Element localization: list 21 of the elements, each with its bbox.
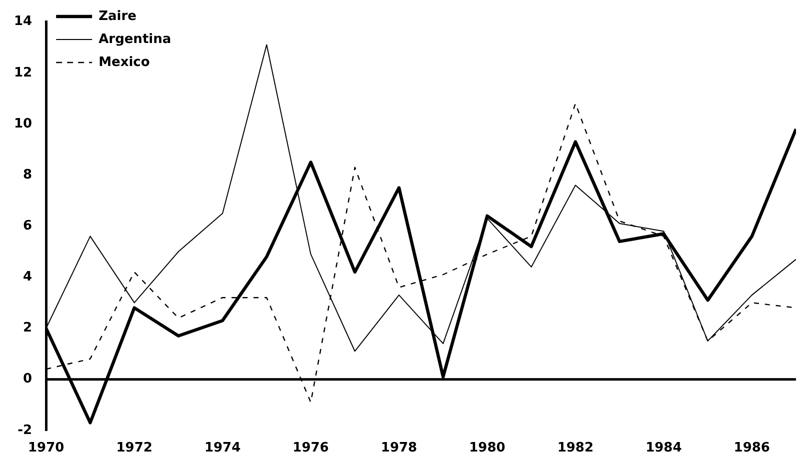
x-tick-label: 1986 xyxy=(734,440,770,456)
x-tick-label: 1972 xyxy=(116,440,152,456)
y-tick-label: 14 xyxy=(14,14,32,30)
x-tick-label: 1970 xyxy=(28,440,64,456)
x-tick-label: 1976 xyxy=(292,440,329,456)
y-tick-label: 4 xyxy=(23,270,32,285)
legend-label: Zaire xyxy=(98,8,137,24)
legend-label: Mexico xyxy=(98,54,150,70)
y-tick-label: -2 xyxy=(18,422,32,438)
y-tick-label: 6 xyxy=(23,218,32,234)
y-tick-label: 12 xyxy=(14,65,32,80)
legend-label: Argentina xyxy=(98,32,172,47)
y-tick-label: 8 xyxy=(23,167,32,182)
x-tick-label: 1980 xyxy=(469,440,506,456)
y-tick-label: 10 xyxy=(14,116,32,132)
y-tick-label: 0 xyxy=(23,372,32,387)
x-tick-label: 1984 xyxy=(646,440,682,456)
x-tick-label: 1982 xyxy=(557,440,594,456)
y-tick-label: 2 xyxy=(23,320,32,336)
x-tick-label: 1978 xyxy=(380,440,418,456)
x-tick-label: 1974 xyxy=(204,440,241,456)
